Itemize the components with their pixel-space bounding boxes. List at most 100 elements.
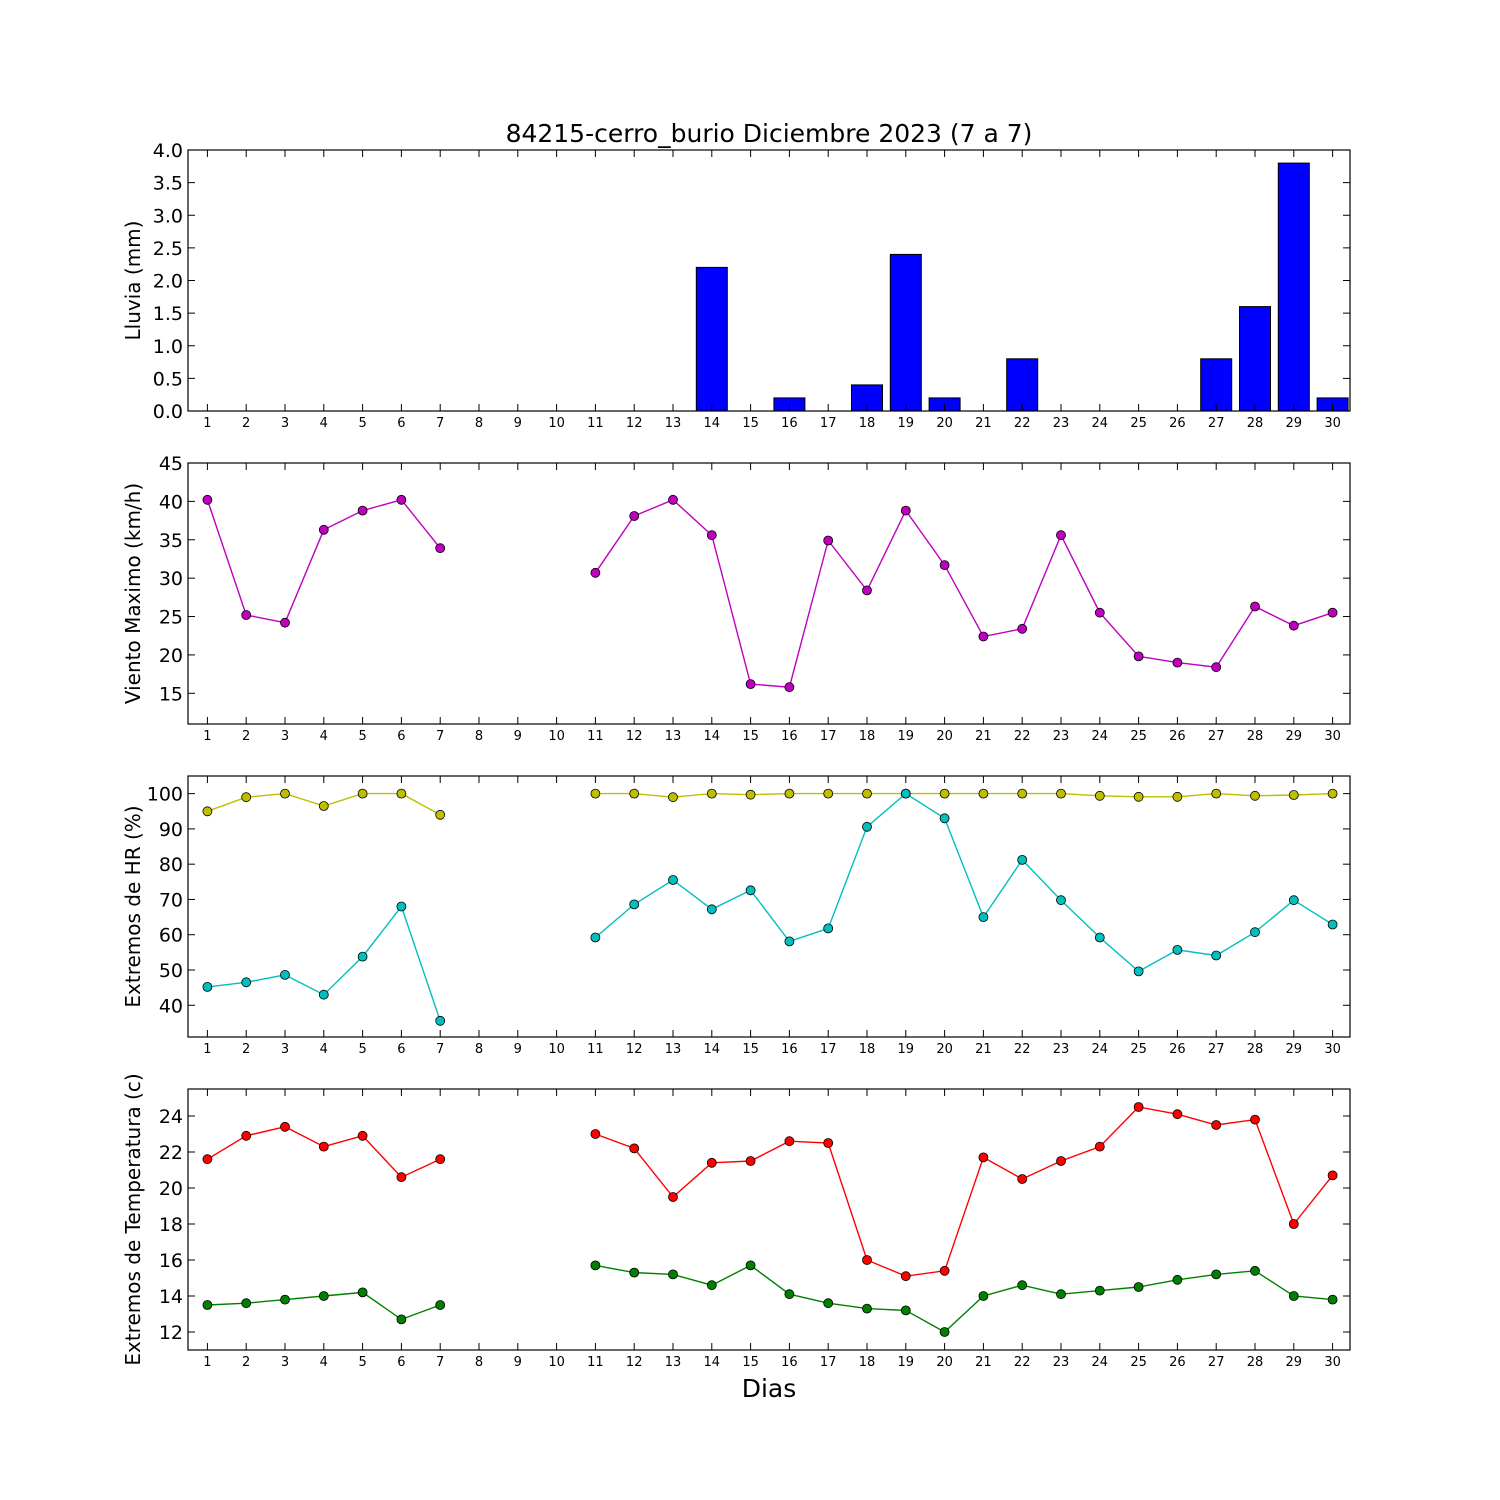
x-tick-label: 15 — [742, 729, 759, 744]
series-2-point-day-24 — [1094, 1285, 1105, 1296]
series-1-point-day-29 — [1288, 620, 1299, 631]
series-2-point-day-12 — [629, 1267, 640, 1278]
x-tick-label: 26 — [1169, 416, 1186, 431]
series-1-point-day-11 — [590, 1129, 601, 1139]
series-1-point-day-12 — [629, 511, 640, 521]
x-tick-label: 18 — [859, 416, 876, 431]
x-tick-label: 30 — [1324, 416, 1341, 431]
x-tick-label: 4 — [320, 416, 328, 431]
series-1-point-day-17 — [823, 535, 834, 546]
series-1-point-day-26 — [1172, 1109, 1183, 1120]
series-1-point-day-2 — [241, 610, 252, 620]
x-tick-label: 6 — [397, 416, 405, 431]
series-1-point-day-6 — [396, 1172, 407, 1183]
x-tick-label: 6 — [397, 1042, 405, 1057]
series-1-point-day-28 — [1250, 601, 1260, 612]
x-tick-label: 3 — [281, 729, 289, 744]
x-tick-label: 18 — [859, 1042, 876, 1057]
y-axis-label: Extremos de HR (%) — [121, 805, 145, 1007]
y-tick-label: 40 — [159, 491, 183, 513]
series-2-point-day-27 — [1211, 1269, 1222, 1280]
x-tick-label: 8 — [475, 1355, 483, 1370]
series-1-point-day-22 — [1017, 1174, 1028, 1184]
series-2-point-day-11 — [590, 1260, 601, 1271]
series-1-point-day-18 — [862, 585, 872, 596]
y-tick-label: 4.0 — [153, 140, 183, 162]
plot-frame — [187, 1088, 1351, 1351]
x-tick-label: 14 — [704, 1042, 721, 1057]
series-1-point-day-20 — [939, 788, 950, 799]
series-1-point-day-17 — [823, 1138, 834, 1148]
x-tick-label: 17 — [820, 1042, 837, 1057]
series-2-point-day-13 — [668, 875, 678, 885]
x-tick-label: 25 — [1130, 416, 1147, 431]
y-tick-label: 0.5 — [153, 368, 183, 390]
series-2-point-day-18 — [862, 1303, 872, 1314]
x-tick-label: 5 — [358, 1042, 366, 1057]
x-tick-label: 10 — [548, 1042, 565, 1057]
series-1-point-day-1 — [202, 806, 213, 817]
series-1-point-day-3 — [280, 788, 290, 799]
x-tick-label: 1 — [203, 729, 211, 744]
y-tick-label: 1.5 — [153, 303, 183, 325]
series-2-point-day-20 — [939, 1327, 950, 1337]
series-2-point-day-1 — [202, 982, 213, 992]
x-tick-label: 29 — [1286, 416, 1303, 431]
series-1-point-day-12 — [629, 788, 640, 799]
series-2-point-day-25 — [1133, 966, 1144, 977]
series-1-point-day-5 — [357, 1130, 368, 1141]
series-2-point-day-22 — [1017, 855, 1028, 865]
series-2-point-day-1 — [202, 1300, 213, 1310]
series-1-point-day-21 — [978, 788, 989, 799]
series-2-point-day-22 — [1017, 1280, 1028, 1291]
series-1-point-day-4 — [318, 801, 329, 811]
series-2-point-day-15 — [745, 885, 756, 896]
bar-day-27 — [1200, 358, 1233, 412]
x-tick-label: 2 — [242, 416, 250, 431]
series-1-point-day-21 — [978, 631, 989, 642]
y-tick-label: 24 — [159, 1106, 183, 1128]
x-tick-label: 29 — [1286, 1355, 1303, 1370]
series-1-point-day-2 — [241, 1130, 252, 1141]
y-tick-label: 1.0 — [153, 336, 183, 358]
plot-frame — [187, 149, 1351, 412]
x-tick-label: 11 — [587, 729, 604, 744]
series-1-point-day-6 — [396, 494, 407, 505]
x-tick-label: 17 — [820, 729, 837, 744]
x-tick-label: 4 — [320, 729, 328, 744]
series-2-point-day-21 — [978, 1291, 989, 1301]
bar-day-22 — [1006, 358, 1039, 412]
series-1-point-day-25 — [1133, 651, 1144, 662]
x-tick-label: 5 — [358, 416, 366, 431]
series-2-point-day-27 — [1211, 950, 1222, 961]
x-tick-label: 17 — [820, 1355, 837, 1370]
y-tick-label: 100 — [147, 784, 183, 806]
x-tick-label: 4 — [320, 1042, 328, 1057]
x-tick-label: 21 — [975, 1042, 992, 1057]
x-tick-label: 13 — [665, 1042, 682, 1057]
y-tick-label: 20 — [159, 645, 183, 667]
series-2-point-day-26 — [1172, 1274, 1183, 1285]
series-1-point-day-1 — [202, 494, 213, 505]
series-2-point-day-3 — [280, 970, 290, 980]
series-1-point-day-13 — [668, 1192, 678, 1202]
x-tick-label: 28 — [1247, 729, 1264, 744]
x-tick-label: 19 — [898, 416, 915, 431]
x-tick-label: 24 — [1092, 1355, 1109, 1370]
x-tick-label: 28 — [1247, 1355, 1264, 1370]
x-tick-label: 29 — [1286, 729, 1303, 744]
series-1-point-day-5 — [357, 788, 368, 799]
x-tick-label: 9 — [514, 729, 522, 744]
series-1-point-day-3 — [280, 1121, 290, 1132]
series-1-point-day-20 — [939, 560, 950, 570]
series-1-point-day-12 — [629, 1143, 640, 1154]
x-tick-label: 1 — [203, 1042, 211, 1057]
series-1-point-day-29 — [1288, 1219, 1299, 1229]
series-1-point-day-20 — [939, 1265, 950, 1276]
x-tick-label: 11 — [587, 1042, 604, 1057]
y-tick-label: 20 — [159, 1178, 183, 1200]
plot-frame — [187, 462, 1351, 725]
